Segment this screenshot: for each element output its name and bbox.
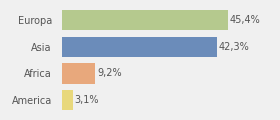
Bar (62, 90, 73, 110)
Text: 9,2%: 9,2% (97, 68, 122, 78)
Text: 45,4%: 45,4% (230, 15, 261, 25)
Text: 42,3%: 42,3% (219, 42, 249, 52)
Bar (62, 36, 217, 57)
Bar (62, 10, 228, 30)
Text: 3,1%: 3,1% (75, 95, 99, 105)
Bar (62, 63, 95, 84)
